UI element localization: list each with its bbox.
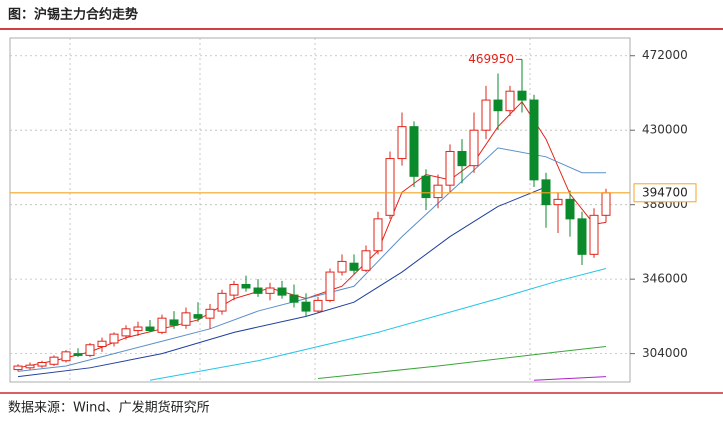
candle-body: [373, 218, 383, 252]
candle-body: [481, 99, 491, 131]
candle-body: [241, 283, 251, 289]
candle-body: [553, 198, 563, 206]
candle-body: [73, 353, 83, 356]
candle-body: [493, 99, 503, 112]
candle-body: [13, 365, 23, 371]
candle-body: [229, 283, 239, 296]
candle-body: [349, 262, 359, 271]
candle-body: [265, 287, 275, 294]
candle-body: [205, 308, 215, 319]
candle-body: [469, 129, 479, 167]
candle-body: [325, 271, 335, 301]
candle-body: [601, 192, 611, 216]
candle-body: [217, 292, 227, 312]
candle-body: [85, 344, 95, 356]
page-title: 图：沪锡主力合约走势: [8, 7, 138, 23]
candle-body: [517, 90, 527, 101]
candle-body: [313, 299, 323, 312]
max-label: 469950: [468, 52, 514, 66]
moving-average-line: [17, 147, 606, 372]
candle-body: [157, 317, 167, 333]
moving-average-line: [17, 101, 607, 369]
y-tick-label: 430000: [642, 123, 688, 137]
moving-average-line: [317, 346, 607, 379]
candle-body: [433, 184, 443, 199]
candle-body: [361, 250, 371, 271]
moving-average-line: [17, 186, 547, 378]
candle-body: [457, 150, 467, 167]
candle-body: [25, 364, 35, 369]
candle-body: [109, 333, 119, 344]
candle-body: [193, 314, 203, 319]
source-note: 数据来源：Wind、广发期货研究所: [8, 400, 210, 416]
candle-body: [397, 126, 407, 160]
candle-body: [301, 301, 311, 312]
candle-body: [505, 90, 515, 112]
candle-body: [589, 214, 599, 255]
candle-body: [49, 356, 59, 365]
candle-body: [181, 312, 191, 326]
candle-body: [289, 294, 299, 303]
plot-frame: [9, 37, 631, 383]
candle-body: [37, 361, 47, 367]
last-price-label: 394700: [642, 185, 688, 199]
candle-body: [337, 260, 347, 273]
candle-body: [409, 126, 419, 177]
candle-body: [145, 326, 155, 332]
candle-body: [169, 319, 179, 326]
moving-average-line: [533, 376, 607, 381]
last-price-box: [633, 183, 697, 203]
candle-body: [61, 351, 71, 362]
candle-body: [445, 150, 455, 186]
candle-body: [385, 158, 395, 216]
candle-body: [133, 326, 143, 332]
y-tick-label: 472000: [642, 48, 688, 62]
candle-body: [97, 340, 107, 348]
candle-body: [529, 99, 539, 181]
candle-body: [565, 198, 575, 220]
candle-body: [253, 287, 263, 294]
candle-body: [421, 175, 431, 199]
y-tick-label: 346000: [642, 272, 688, 286]
candle-body: [277, 287, 287, 296]
candle-body: [577, 218, 587, 255]
moving-average-line: [149, 268, 607, 381]
y-tick-label: 304000: [642, 346, 688, 360]
candle-body: [121, 328, 131, 337]
